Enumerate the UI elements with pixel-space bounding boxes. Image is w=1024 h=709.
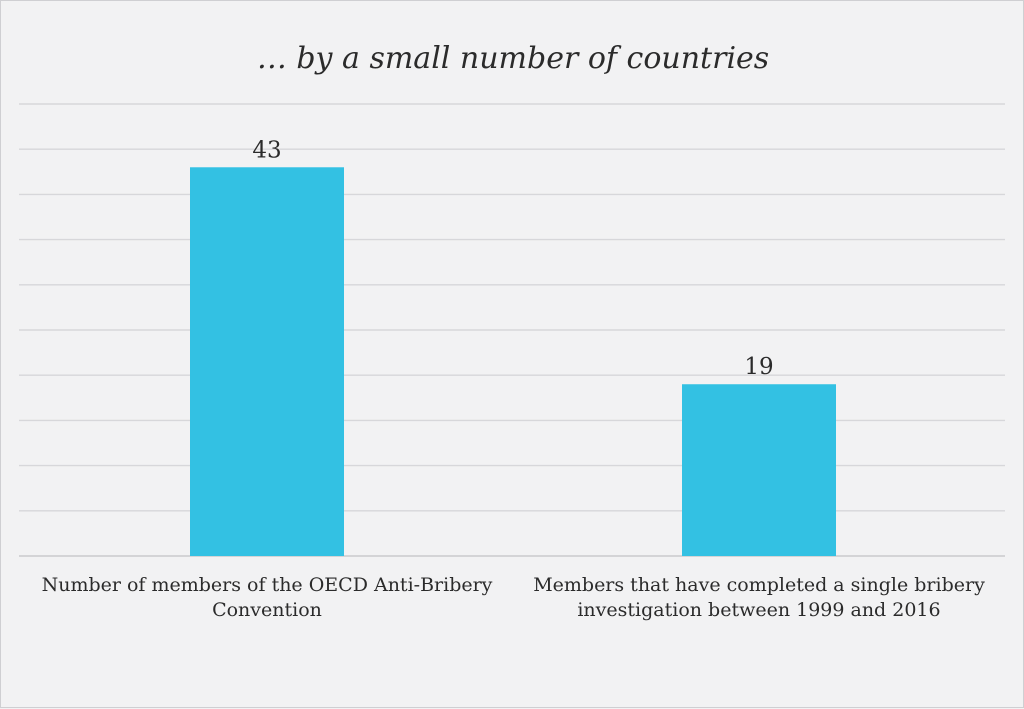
value-label-0: 43 — [252, 137, 281, 163]
value-label-1: 19 — [744, 354, 773, 380]
chart-title: … by a small number of countries — [256, 41, 770, 76]
bar-0 — [190, 167, 344, 556]
category-label-members: Number of members of the OECD Anti-Bribe… — [41, 574, 493, 621]
bar-1 — [682, 384, 836, 556]
category-label-investigations: Members that have completed a single bri… — [533, 574, 985, 621]
